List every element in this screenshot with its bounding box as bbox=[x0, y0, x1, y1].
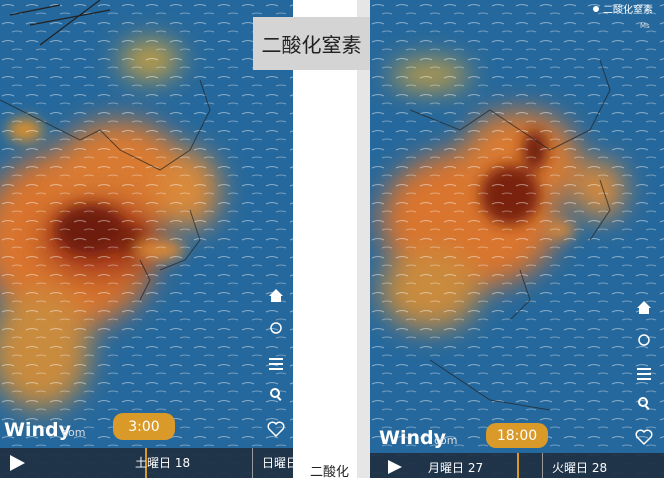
side-icons bbox=[635, 301, 653, 446]
day-separator bbox=[542, 453, 543, 478]
home-icon[interactable] bbox=[269, 289, 283, 302]
weather-icon[interactable] bbox=[270, 322, 282, 334]
play-button[interactable] bbox=[10, 455, 25, 471]
favorite-icon[interactable] bbox=[267, 421, 285, 438]
brand-suffix: com bbox=[434, 434, 458, 447]
home-icon[interactable] bbox=[637, 301, 651, 314]
borders bbox=[0, 79, 211, 301]
search-icon[interactable] bbox=[638, 397, 650, 410]
day-separator bbox=[252, 448, 253, 478]
scribble bbox=[9, 0, 111, 46]
menu-icon[interactable] bbox=[637, 368, 651, 380]
divider bbox=[357, 0, 370, 478]
layer-name: 二酸化窒素 bbox=[603, 3, 653, 16]
wind-particles bbox=[370, 0, 664, 478]
day-label: 火曜日 28 bbox=[552, 461, 607, 475]
weather-icon[interactable] bbox=[638, 334, 650, 346]
time-bubble bbox=[113, 413, 175, 440]
time-label: 18:00 bbox=[497, 428, 537, 444]
caption: 二酸化窒素 bbox=[253, 17, 370, 70]
layer-icon bbox=[593, 6, 599, 12]
wind-particles bbox=[0, 0, 293, 478]
side-icons bbox=[267, 289, 285, 438]
search-icon[interactable] bbox=[270, 388, 282, 401]
time-bubble bbox=[486, 423, 548, 448]
left-map-panel: Windy com 3:00 土曜日 18 日曜日 bbox=[0, 0, 293, 478]
day-label: 月曜日 27 bbox=[428, 461, 483, 475]
brand: Windy bbox=[4, 419, 72, 441]
favorite-icon[interactable] bbox=[635, 429, 653, 446]
bottom-caption: 二酸化 bbox=[310, 465, 350, 480]
right-map-panel: 二酸化窒素 Ms Windy com 18:00 月曜日 27 火曜日 28 bbox=[370, 0, 664, 478]
brand-suffix: com bbox=[62, 426, 86, 439]
time-cursor bbox=[517, 453, 519, 478]
day-label: 土曜日 18 bbox=[135, 456, 190, 470]
time-cursor bbox=[145, 448, 147, 478]
time-label: 3:00 bbox=[128, 419, 159, 435]
day-label: 日曜日 bbox=[262, 456, 293, 470]
borders bbox=[409, 59, 611, 411]
menu-icon[interactable] bbox=[269, 358, 283, 370]
play-button[interactable] bbox=[388, 460, 402, 474]
layer-unit: Ms bbox=[640, 22, 650, 30]
brand: Windy bbox=[379, 427, 447, 449]
